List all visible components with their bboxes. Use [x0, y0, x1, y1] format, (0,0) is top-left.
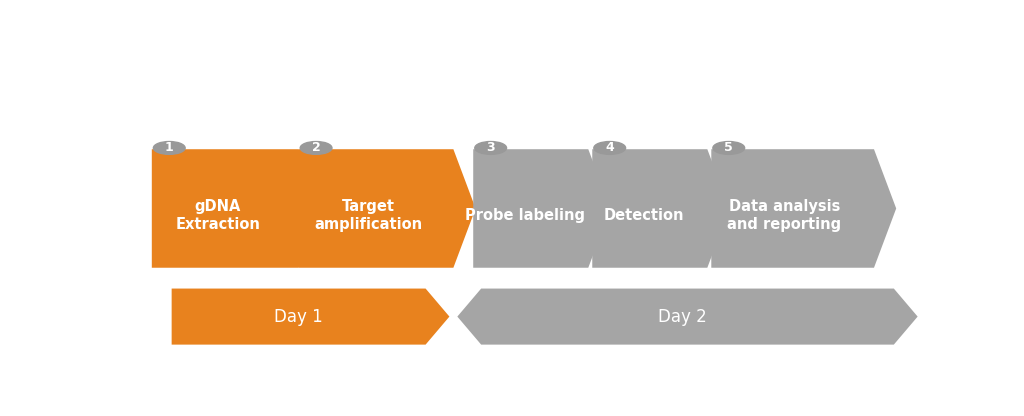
Circle shape [713, 141, 744, 154]
Circle shape [475, 141, 507, 154]
Text: Detection: Detection [604, 208, 684, 223]
Text: Data analysis
and reporting: Data analysis and reporting [727, 199, 842, 233]
Text: 4: 4 [605, 141, 614, 154]
Text: Probe labeling: Probe labeling [465, 208, 585, 223]
Polygon shape [172, 289, 450, 344]
Polygon shape [592, 149, 729, 268]
Text: 1: 1 [165, 141, 174, 154]
Text: 5: 5 [724, 141, 733, 154]
Text: 3: 3 [486, 141, 495, 154]
Circle shape [594, 141, 626, 154]
Polygon shape [458, 289, 918, 344]
Text: Day 2: Day 2 [658, 307, 708, 326]
Polygon shape [712, 149, 896, 268]
Text: 2: 2 [311, 141, 321, 154]
Circle shape [154, 141, 185, 154]
Polygon shape [299, 149, 475, 268]
Text: Day 1: Day 1 [274, 307, 323, 326]
Text: gDNA
Extraction: gDNA Extraction [175, 199, 260, 233]
Polygon shape [152, 149, 321, 268]
Circle shape [300, 141, 332, 154]
Polygon shape [473, 149, 610, 268]
Text: Target
amplification: Target amplification [314, 199, 422, 233]
